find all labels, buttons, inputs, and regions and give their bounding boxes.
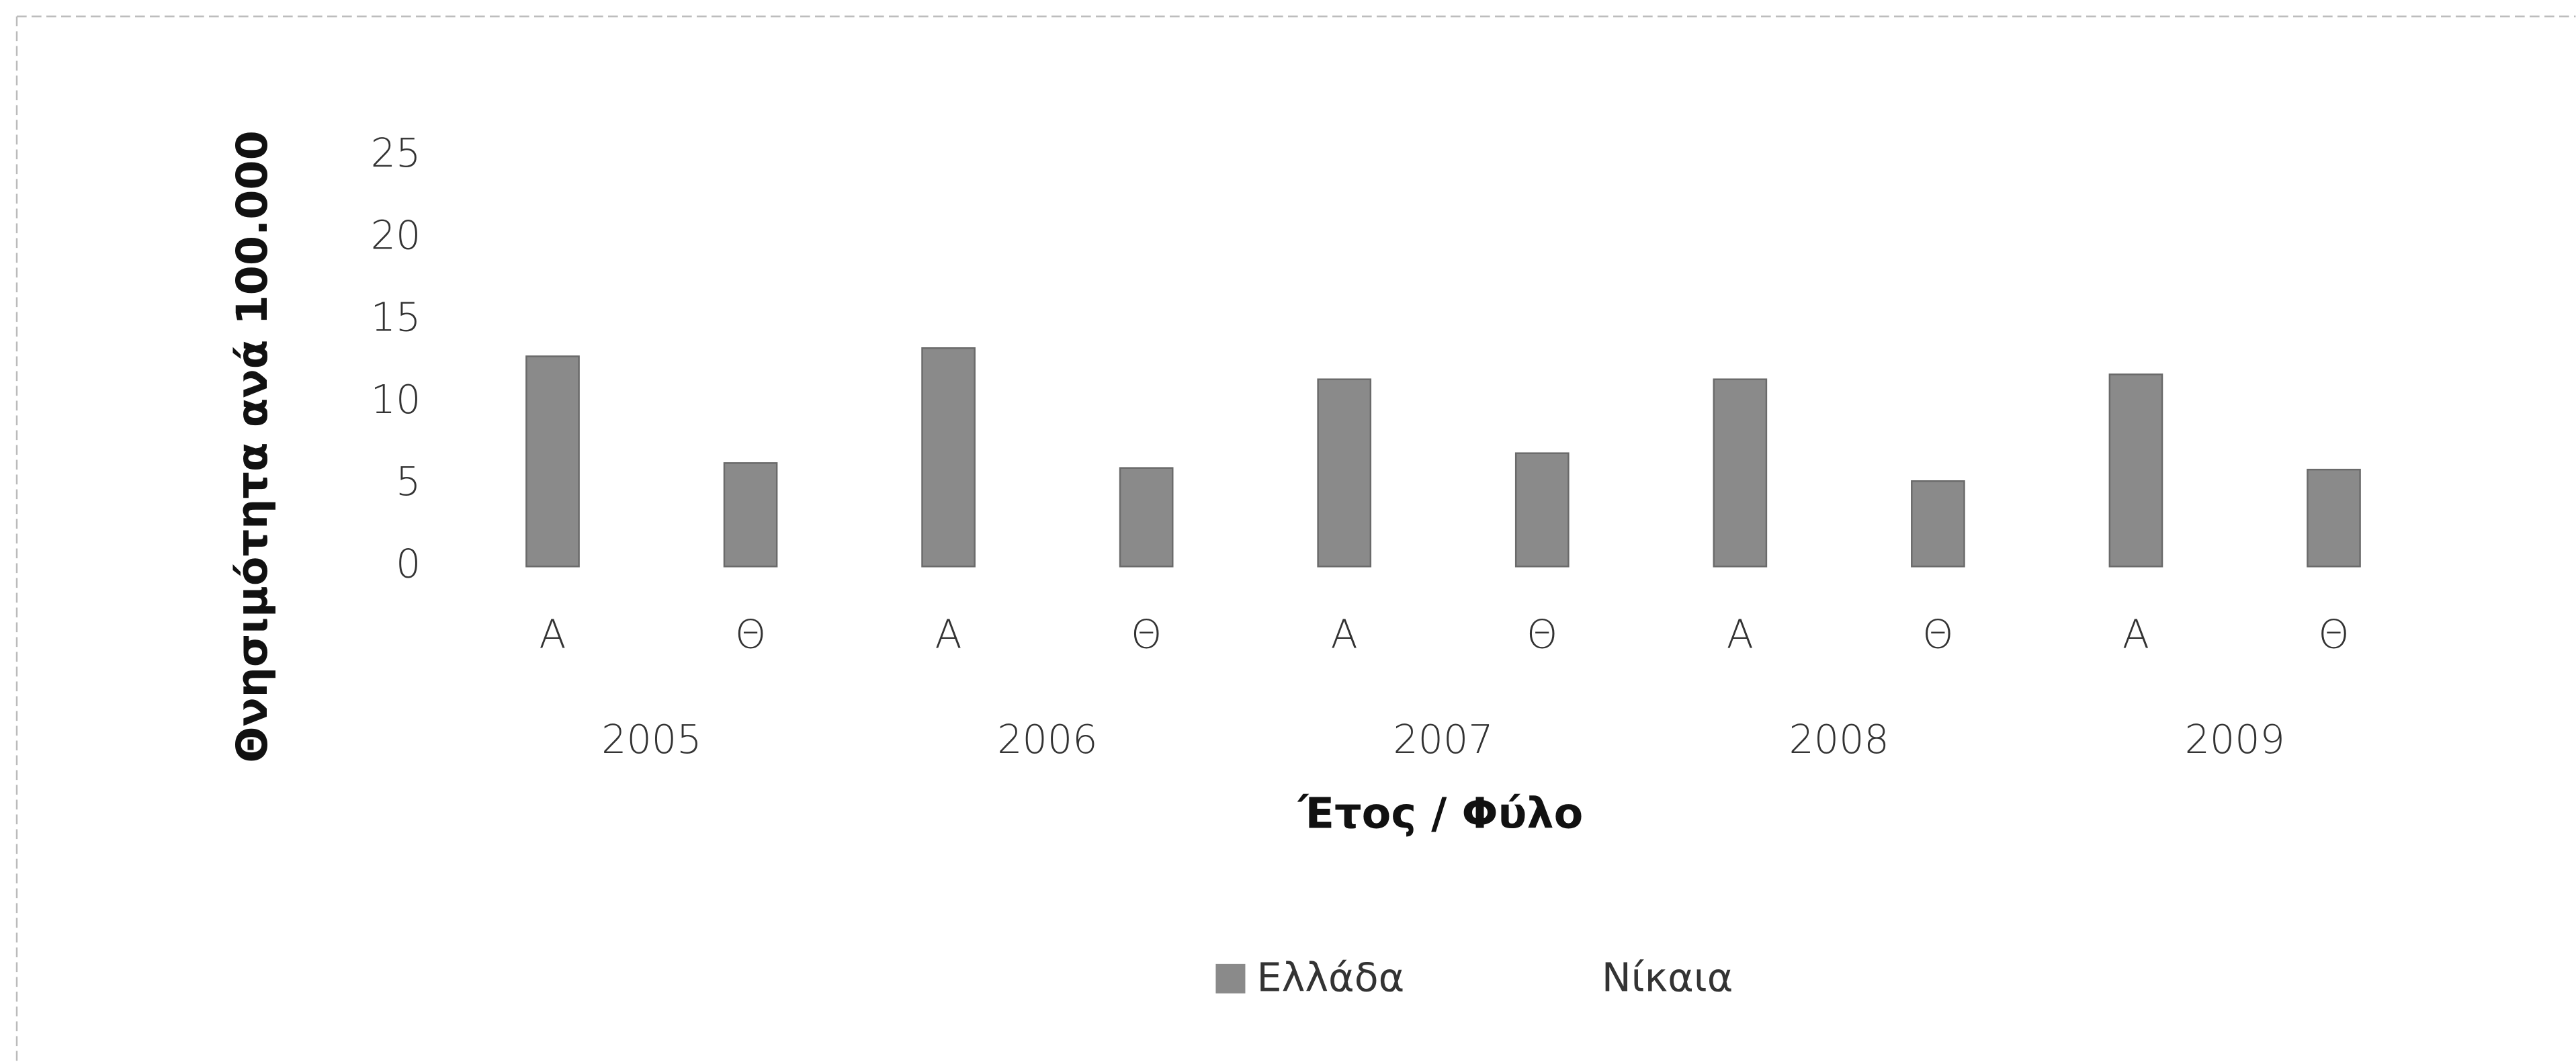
x-tick-label: Α (1331, 611, 1358, 657)
legend-label: Ελλάδα (1257, 955, 1405, 1000)
legend-swatch (1560, 963, 1590, 993)
legend-swatch (1215, 963, 1246, 993)
x-axis-title: Έτος / Φύλο (1297, 788, 1583, 838)
group-label: 2008 (1789, 717, 1889, 762)
x-tick-label: Θ (735, 611, 766, 657)
x-tick-label: Θ (2318, 611, 2349, 657)
y-tick-label: 15 (371, 295, 421, 341)
bar (1317, 378, 1372, 568)
x-tick-label: Α (935, 611, 962, 657)
bar (525, 355, 580, 568)
x-tick-label: Θ (1527, 611, 1557, 657)
bar (1119, 467, 1174, 568)
x-tick-label: Α (539, 611, 566, 657)
bar (1514, 452, 1570, 568)
group-label: 2009 (2185, 717, 2285, 762)
legend-label: Νίκαια (1602, 955, 1733, 1000)
x-tick-label: Θ (1131, 611, 1162, 657)
y-tick-label: 0 (396, 541, 421, 586)
bar (2307, 468, 2361, 568)
bar (1911, 480, 1965, 568)
y-axis-title: Θνησιμότητα ανά 100.000 (227, 130, 277, 763)
bar (921, 347, 976, 568)
group-label: 2006 (997, 717, 1097, 762)
y-tick-label: 5 (396, 459, 421, 504)
bar (723, 462, 778, 568)
group-label: 2005 (601, 717, 701, 762)
bar (2108, 373, 2163, 568)
y-tick-label: 25 (371, 130, 421, 176)
y-tick-label: 10 (371, 377, 421, 423)
group-label: 2007 (1393, 717, 1493, 762)
x-tick-label: Θ (1922, 611, 1953, 657)
bar (1713, 378, 1768, 568)
x-tick-label: Α (1727, 611, 1754, 657)
x-tick-label: Α (2122, 611, 2149, 657)
y-tick-label: 20 (371, 212, 421, 258)
